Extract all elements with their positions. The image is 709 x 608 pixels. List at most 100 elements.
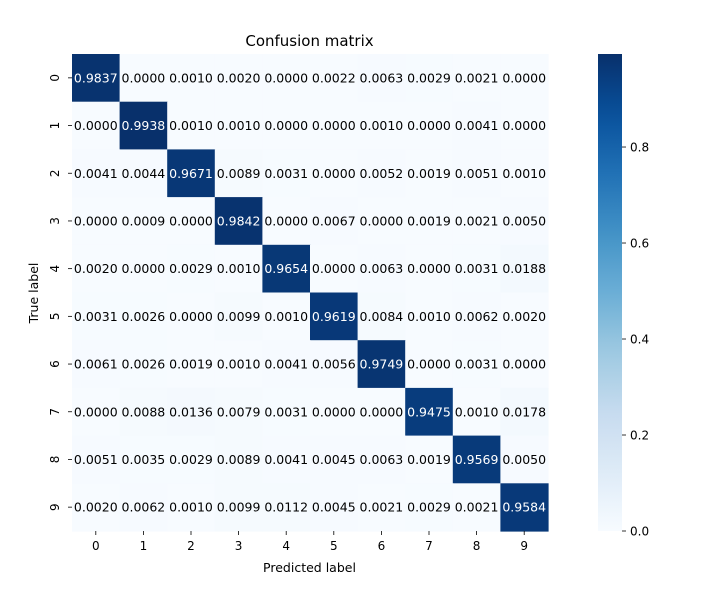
cell-value-label: 0.0031 (455, 261, 499, 276)
heatmap-cell (500, 435, 549, 484)
heatmap-cell (72, 435, 121, 484)
heatmap-cell (357, 483, 406, 532)
cell-value-label: 0.0061 (74, 357, 118, 372)
heatmap-cell (72, 483, 121, 532)
heatmap-cell (452, 340, 501, 389)
cell-value-label: 0.0000 (74, 118, 118, 133)
cell-value-label: 0.0056 (312, 357, 356, 372)
heatmap-cell (405, 244, 454, 294)
heatmap-cell (405, 483, 454, 532)
cell-value-label: 0.0019 (169, 357, 213, 372)
heatmap-cell (452, 244, 501, 294)
heatmap-cell (119, 101, 168, 150)
cell-value-label: 0.0021 (455, 500, 499, 515)
x-tick-label: 1 (140, 539, 148, 553)
heatmap-cell (167, 54, 216, 103)
cell-value-label: 0.0010 (217, 357, 261, 372)
heatmap-cell (452, 101, 501, 150)
cell-value-label: 0.0019 (407, 452, 451, 467)
cell-value-label: 0.0026 (122, 309, 166, 324)
y-tick-label: 0 (48, 74, 62, 82)
heatmap-cell (357, 292, 406, 341)
heatmap-cell (452, 292, 501, 341)
cell-value-label: 0.9619 (312, 309, 356, 324)
cell-value-label: 0.0099 (217, 309, 261, 324)
cell-value-label: 0.0010 (407, 309, 451, 324)
y-tick-label: 3 (48, 217, 62, 225)
heatmap-cell (262, 54, 311, 103)
heatmap-cell (405, 197, 454, 246)
heatmap-cell (500, 101, 549, 150)
cell-value-label: 0.9837 (74, 70, 118, 85)
cell-value-label: 0.0019 (407, 213, 451, 228)
x-tick-label: 0 (92, 539, 100, 553)
cell-value-label: 0.0010 (169, 70, 213, 85)
heatmap-cell (167, 149, 216, 198)
heatmap-cell (357, 387, 406, 437)
heatmap-cell (357, 54, 406, 103)
cell-value-label: 0.0010 (217, 118, 261, 133)
heatmap-cell (357, 340, 406, 389)
cell-value-label: 0.0000 (264, 70, 308, 85)
cell-value-label: 0.0031 (74, 309, 118, 324)
heatmap-cell (310, 244, 359, 294)
cell-value-label: 0.0000 (502, 118, 546, 133)
cell-value-label: 0.0051 (74, 452, 118, 467)
cell-value-label: 0.0000 (502, 70, 546, 85)
x-tick-label: 8 (473, 539, 481, 553)
heatmap-cell (405, 149, 454, 198)
cell-value-label: 0.0000 (74, 404, 118, 419)
cell-value-label: 0.0000 (169, 213, 213, 228)
cell-value-label: 0.0021 (455, 213, 499, 228)
heatmap-cell (262, 149, 311, 198)
cell-value-label: 0.0000 (122, 70, 166, 85)
heatmap-cell (119, 54, 168, 103)
cell-value-label: 0.0000 (169, 309, 213, 324)
cell-value-label: 0.0112 (264, 500, 308, 515)
cell-value-label: 0.0000 (74, 213, 118, 228)
heatmap-cell (262, 435, 311, 484)
heatmap-cell (214, 54, 263, 103)
cell-value-label: 0.0031 (455, 357, 499, 372)
cell-value-label: 0.0021 (455, 70, 499, 85)
heatmap-cell (167, 340, 216, 389)
cell-value-label: 0.0041 (264, 357, 308, 372)
heatmap-cell (357, 149, 406, 198)
heatmap-cell (310, 101, 359, 150)
cell-value-label: 0.0035 (122, 452, 166, 467)
cell-value-label: 0.0041 (74, 166, 118, 181)
cell-value-label: 0.9654 (264, 261, 308, 276)
cell-value-label: 0.0099 (217, 500, 261, 515)
cell-value-label: 0.0000 (122, 261, 166, 276)
heatmap-cell (452, 54, 501, 103)
cell-value-label: 0.0063 (360, 452, 404, 467)
cell-value-label: 0.0000 (407, 261, 451, 276)
cell-value-label: 0.0079 (217, 404, 261, 419)
heatmap-cell (214, 292, 263, 341)
heatmap-cell (405, 340, 454, 389)
cell-value-label: 0.0044 (122, 166, 166, 181)
cell-value-label: 0.9671 (169, 166, 213, 181)
cell-value-label: 0.0000 (407, 118, 451, 133)
heatmap-cell (119, 197, 168, 246)
heatmap-cell (262, 101, 311, 150)
heatmap-cell (310, 292, 359, 341)
x-axis-label: Predicted label (263, 560, 356, 575)
cell-value-label: 0.0063 (360, 261, 404, 276)
cell-value-label: 0.0000 (312, 404, 356, 419)
heatmap-cell (262, 387, 311, 437)
cell-value-label: 0.0021 (360, 500, 404, 515)
heatmap-cell (310, 54, 359, 103)
colorbar-tick-label: 0.2 (630, 429, 649, 443)
cell-value-label: 0.0010 (360, 118, 404, 133)
heatmap-cell (72, 244, 121, 294)
cell-value-label: 0.0029 (169, 261, 213, 276)
heatmap-cell (119, 340, 168, 389)
cell-value-label: 0.0031 (264, 166, 308, 181)
cell-value-label: 0.0010 (502, 166, 546, 181)
cell-value-label: 0.0084 (360, 309, 404, 324)
y-tick-label: 9 (48, 503, 62, 511)
cell-value-label: 0.9938 (122, 118, 166, 133)
heatmap-cell (310, 483, 359, 532)
